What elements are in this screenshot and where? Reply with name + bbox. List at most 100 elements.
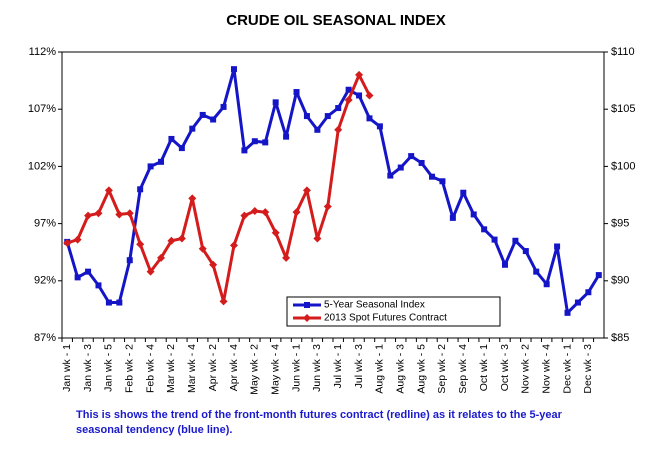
- point: [302, 186, 311, 195]
- point: [418, 159, 425, 166]
- y-tick-label: 87%: [34, 332, 56, 344]
- point: [74, 274, 81, 281]
- legend-box: [286, 296, 501, 327]
- point: [397, 164, 404, 171]
- y-tick-label: 102%: [28, 160, 56, 172]
- x-tick-label: Dec wk - 1: [561, 344, 573, 394]
- point: [429, 173, 436, 180]
- point: [522, 248, 529, 255]
- point: [136, 240, 145, 249]
- point: [115, 210, 124, 219]
- point: [585, 289, 592, 296]
- point: [84, 211, 93, 220]
- point: [449, 214, 456, 221]
- point: [491, 236, 498, 243]
- point: [323, 202, 332, 211]
- point: [355, 70, 364, 79]
- point: [126, 257, 133, 264]
- x-tick-label: Aug wk - 3: [395, 344, 407, 394]
- legend-label: 2013 Spot Futures Contract: [324, 313, 447, 324]
- point: [314, 126, 321, 133]
- legend-label: 5-Year Seasonal Index: [324, 300, 425, 311]
- point: [282, 253, 291, 262]
- x-tick-label: Sep wk - 2: [436, 344, 448, 394]
- x-tick-label: Aug wk - 5: [415, 344, 427, 394]
- y2-tick-label: $95: [611, 218, 629, 230]
- point: [250, 207, 259, 216]
- x-tick-label: Jun wk - 3: [311, 344, 323, 392]
- point: [85, 268, 92, 275]
- point: [188, 194, 197, 203]
- x-tick-label: Nov wk - 2: [520, 344, 532, 394]
- point: [293, 89, 300, 96]
- point: [408, 153, 415, 160]
- point: [241, 147, 248, 154]
- footnote: seasonal tendency (blue line).: [76, 424, 233, 436]
- x-tick-label: Jan wk - 1: [61, 344, 73, 392]
- point: [365, 91, 374, 100]
- point: [345, 86, 352, 93]
- point: [104, 186, 113, 195]
- x-tick-label: Nov wk - 4: [540, 344, 552, 394]
- footnote: This is shows the trend of the front-mon…: [76, 409, 563, 421]
- y2-tick-label: $100: [611, 160, 635, 172]
- series-line: [65, 67, 601, 315]
- point: [303, 113, 310, 120]
- point: [146, 267, 155, 276]
- y-tick-label: 112%: [29, 46, 57, 58]
- point: [283, 133, 290, 140]
- point: [137, 186, 144, 193]
- x-tick-label: Jan wk - 3: [82, 344, 94, 392]
- legend-marker: [304, 302, 310, 308]
- point: [313, 234, 322, 243]
- point: [116, 299, 123, 306]
- x-tick-label: Jun wk - 1: [290, 344, 302, 392]
- point: [387, 172, 394, 179]
- point: [158, 158, 165, 165]
- x-tick-label: Feb wk - 2: [124, 344, 136, 393]
- point: [344, 96, 353, 105]
- point: [533, 268, 540, 275]
- point: [147, 163, 154, 170]
- plot-frame: [61, 51, 605, 339]
- point: [105, 299, 112, 306]
- point: [73, 235, 82, 244]
- point: [334, 125, 343, 134]
- point: [460, 189, 467, 196]
- point: [554, 243, 561, 250]
- x-tick-label: Feb wk - 4: [144, 344, 156, 393]
- point: [189, 125, 196, 132]
- point: [167, 236, 176, 245]
- series-line: [66, 73, 371, 303]
- point: [125, 209, 134, 218]
- point: [512, 237, 519, 244]
- point: [94, 209, 103, 218]
- y-tick-label: 107%: [28, 103, 56, 115]
- x-tick-label: Sep wk - 4: [457, 344, 469, 394]
- point: [470, 211, 477, 218]
- point: [157, 253, 166, 262]
- point: [292, 208, 301, 217]
- point: [324, 113, 331, 120]
- point: [63, 239, 72, 248]
- x-tick-label: Aug wk - 1: [374, 344, 386, 394]
- x-tick-label: Apr wk - 2: [207, 344, 219, 391]
- point: [230, 66, 237, 73]
- point: [501, 261, 508, 268]
- point: [198, 244, 207, 253]
- point: [177, 234, 186, 243]
- x-tick-label: Apr wk - 4: [228, 344, 240, 391]
- point: [335, 105, 342, 112]
- x-tick-label: May wk - 4: [269, 344, 281, 395]
- legend-marker: [303, 314, 311, 322]
- point: [595, 272, 602, 279]
- point: [376, 123, 383, 130]
- y2-tick-label: $90: [611, 275, 629, 287]
- point: [543, 281, 550, 288]
- x-tick-label: Oct wk - 3: [499, 344, 511, 391]
- chart-title: CRUDE OIL SEASONAL INDEX: [226, 12, 445, 29]
- point: [209, 260, 218, 269]
- y-tick-label: 92%: [34, 275, 56, 287]
